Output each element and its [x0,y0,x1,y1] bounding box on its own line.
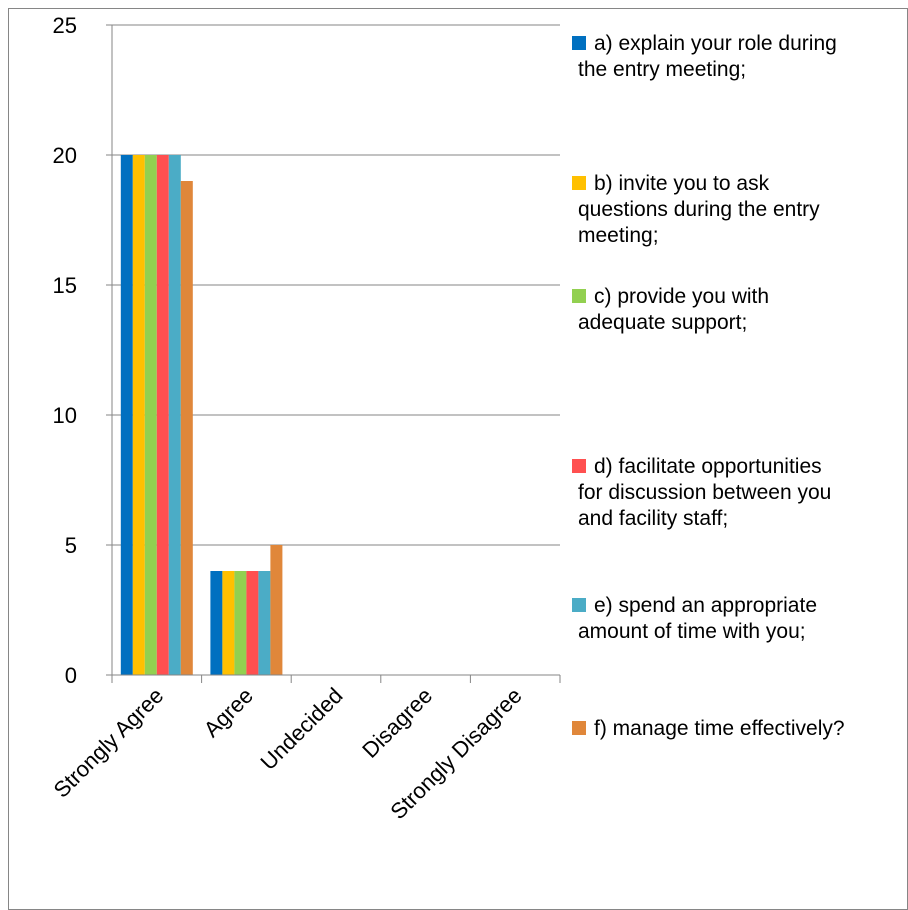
legend-swatch-6 [572,721,586,735]
y-tick-label: 20 [53,143,77,168]
legend-label: and facility staff; [578,507,728,530]
bars [120,155,283,675]
legend-label: b) invite you to ask [594,172,770,195]
legend: a) explain your role during the entry mee… [572,32,845,740]
legend-label: meeting; [578,224,659,247]
legend-swatch-3 [572,289,586,303]
legend-label: the entry meeting; [578,58,746,81]
y-tick-label: 10 [53,403,77,428]
legend-swatch-1 [572,36,586,50]
bar-2-1 [132,155,145,675]
x-tick-label: Agree [199,683,258,742]
bar-6-2 [270,545,283,675]
bar-1-1 [120,155,133,675]
legend-swatch-5 [572,598,586,612]
x-tick-label: Undecided [255,683,347,775]
legend-label: questions during the entry [578,198,820,221]
y-tick-label: 5 [65,533,77,558]
legend-label: for discussion between you [578,481,831,504]
axes [106,24,561,683]
legend-label: c) provide you with [594,285,769,308]
bar-3-2 [234,571,247,675]
y-tick-labels: 0 5 10 15 20 25 [53,13,77,688]
bar-3-1 [144,155,157,675]
legend-label: d) facilitate opportunities [594,455,822,478]
legend-label: a) explain your role during [594,32,837,55]
bar-4-1 [156,155,169,675]
legend-swatch-2 [572,176,586,190]
legend-label: e) spend an appropriate [594,594,817,617]
x-tick-label: Disagree [357,683,437,763]
x-tick-label: Strongly Agree [49,683,169,803]
legend-label: adequate support; [578,311,747,334]
legend-label: amount of time with you; [578,620,806,643]
bar-6-1 [180,181,193,675]
legend-label: f) manage time effectively? [594,717,845,740]
bar-2-2 [222,571,235,675]
legend-swatch-4 [572,459,586,473]
bar-5-1 [168,155,181,675]
bar-5-2 [258,571,271,675]
bar-1-2 [210,571,223,675]
bar-4-2 [246,571,259,675]
y-tick-label: 0 [65,663,77,688]
y-tick-label: 25 [53,13,77,38]
y-tick-label: 15 [53,273,77,298]
